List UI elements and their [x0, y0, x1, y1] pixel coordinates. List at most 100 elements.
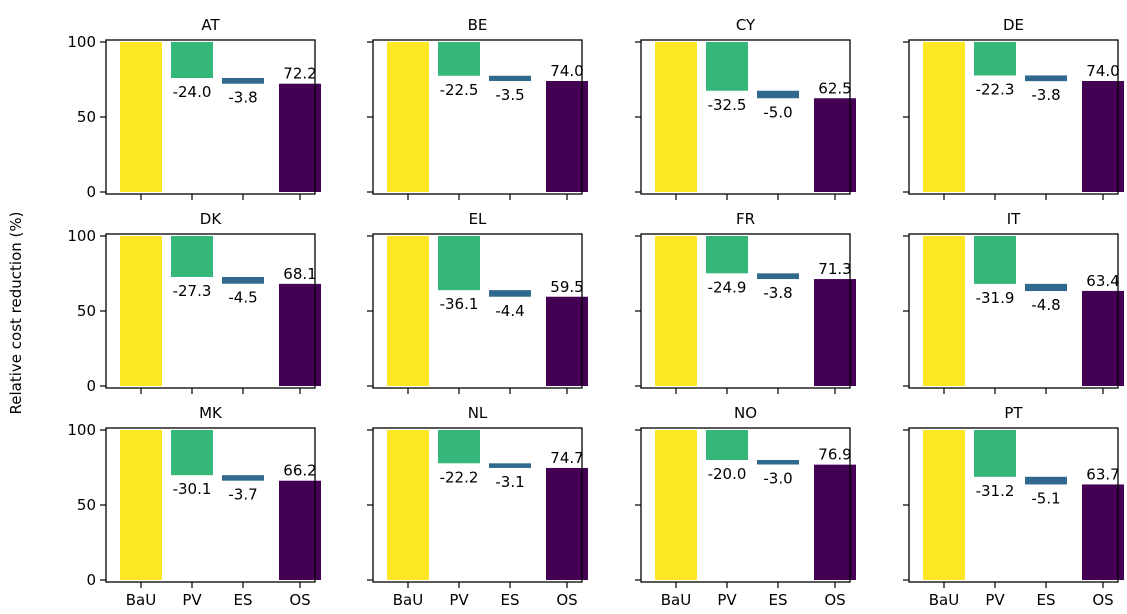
data-label-os: 74.0: [1086, 62, 1119, 80]
data-label-es: -3.0: [763, 470, 792, 488]
bar-bau: [387, 430, 429, 580]
bar-es: [757, 273, 799, 280]
y-tick-label: 100: [67, 227, 96, 245]
x-tick-label: BaU: [929, 591, 959, 609]
data-label-os: 63.4: [1086, 272, 1119, 290]
bar-pv: [974, 236, 1016, 284]
data-label-os: 71.3: [818, 260, 851, 278]
panel-title: NO: [734, 404, 757, 422]
x-tick-label: BaU: [126, 591, 156, 609]
bar-bau: [923, 236, 965, 386]
panel-no: NO -20.0 -3.0 76.9 BaU PV ES OS: [635, 404, 856, 609]
panel-fr: FR -24.9 -3.8 71.3: [635, 210, 856, 394]
bar-es: [1025, 476, 1067, 485]
x-tick-label: OS: [824, 591, 845, 609]
data-label-os: 68.1: [283, 265, 316, 283]
bar-es: [489, 75, 531, 81]
bar-pv: [974, 430, 1016, 477]
panel-title: BE: [468, 16, 488, 34]
data-label-es: -3.8: [763, 284, 792, 302]
data-label-pv: -32.5: [708, 96, 747, 114]
bar-os: [1082, 484, 1124, 580]
y-tick-label: 100: [67, 33, 96, 51]
panel-title: PT: [1004, 404, 1023, 422]
bar-pv: [706, 430, 748, 460]
x-tick-label: BaU: [661, 591, 691, 609]
x-tick-label: OS: [289, 591, 310, 609]
data-label-es: -3.7: [228, 486, 257, 504]
y-tick-label: 100: [67, 421, 96, 439]
bar-es: [757, 460, 799, 465]
panel-title: MK: [199, 404, 223, 422]
panel-be: BE -22.5 -3.5 74.0: [367, 16, 588, 200]
bar-os: [279, 283, 321, 386]
bar-bau: [655, 430, 697, 580]
panel-title: NL: [468, 404, 488, 422]
x-tick-label: PV: [717, 591, 737, 609]
bar-bau: [120, 42, 162, 192]
data-label-pv: -31.9: [976, 289, 1015, 307]
data-label-es: -5.1: [1031, 489, 1060, 507]
bar-os: [1082, 290, 1124, 386]
data-label-os: 66.2: [283, 462, 316, 480]
x-tick-label: BaU: [393, 591, 423, 609]
bar-bau: [655, 236, 697, 386]
data-label-pv: -22.2: [440, 468, 479, 486]
panel-title: AT: [201, 16, 220, 34]
bar-pv: [171, 236, 213, 277]
y-axis-label: Relative cost reduction (%): [7, 212, 25, 415]
bar-es: [222, 78, 264, 84]
bar-bau: [655, 42, 697, 192]
data-label-os: 63.7: [1086, 465, 1119, 483]
bar-pv: [171, 42, 213, 78]
y-tick-label: 0: [86, 183, 96, 201]
bar-pv: [438, 42, 480, 76]
x-tick-label: ES: [769, 591, 788, 609]
data-label-es: -4.8: [1031, 296, 1060, 314]
panel-cy: CY -32.5 -5.0 62.5: [635, 16, 856, 200]
bar-os: [279, 83, 321, 192]
y-tick-label: 50: [77, 108, 96, 126]
bar-os: [814, 98, 856, 192]
bar-es: [222, 475, 264, 481]
data-label-es: -4.4: [495, 302, 524, 320]
bar-bau: [120, 236, 162, 386]
bar-pv: [706, 42, 748, 91]
bar-bau: [387, 236, 429, 386]
panel-title: DE: [1003, 16, 1024, 34]
y-tick-label: 0: [86, 377, 96, 395]
data-label-os: 72.2: [283, 65, 316, 83]
y-tick-label: 0: [86, 571, 96, 589]
panel-at: AT -24.0 -3.8 72.2 0 50 100: [67, 16, 321, 201]
data-label-pv: -24.0: [173, 83, 212, 101]
bar-bau: [387, 42, 429, 192]
bar-es: [222, 276, 264, 284]
panel-dk: DK -27.3 -4.5 68.1 0 50 100: [67, 210, 321, 395]
data-label-os: 74.7: [550, 449, 583, 467]
bar-es: [489, 463, 531, 468]
bar-bau: [923, 430, 965, 580]
x-tick-label: PV: [182, 591, 202, 609]
data-label-os: 76.9: [818, 446, 851, 464]
bar-pv: [438, 430, 480, 464]
data-label-pv: -22.3: [976, 80, 1015, 98]
bar-os: [546, 81, 588, 192]
data-label-es: -4.5: [228, 289, 257, 307]
panel-mk: MK -30.1 -3.7 66.2 0 50 100 BaU PV ES OS: [67, 404, 321, 609]
panel-title: EL: [469, 210, 487, 228]
data-label-pv: -36.1: [440, 295, 479, 313]
x-tick-label: ES: [501, 591, 520, 609]
bar-pv: [974, 42, 1016, 76]
panel-de: DE -22.3 -3.8 74.0: [903, 16, 1124, 200]
x-tick-label: PV: [449, 591, 469, 609]
panel-title: IT: [1007, 210, 1021, 228]
bar-es: [757, 90, 799, 99]
x-tick-label: ES: [234, 591, 253, 609]
bar-os: [279, 480, 321, 580]
bar-bau: [923, 42, 965, 192]
data-label-pv: -20.0: [708, 465, 747, 483]
x-tick-label: OS: [556, 591, 577, 609]
y-tick-label: 50: [77, 302, 96, 320]
panel-pt: PT -31.2 -5.1 63.7 BaU PV ES OS: [903, 404, 1124, 609]
data-label-pv: -30.1: [173, 480, 212, 498]
